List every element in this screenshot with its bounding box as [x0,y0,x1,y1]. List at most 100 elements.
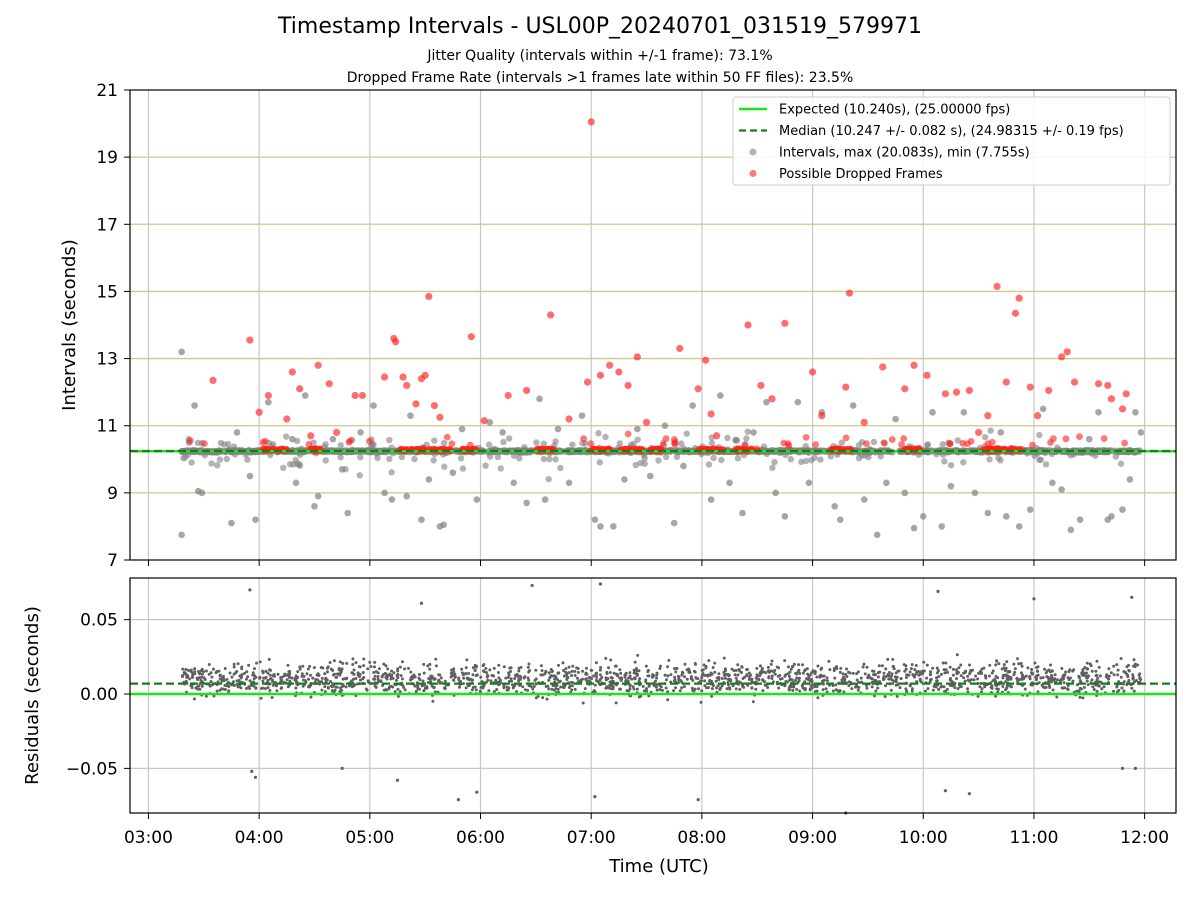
residual-point [549,674,553,678]
residual-point [1030,667,1034,671]
residual-point [567,686,571,690]
interval-point [849,402,857,409]
residual-point [534,677,538,681]
interval-point [194,439,202,447]
residual-point [936,669,940,673]
residual-point [188,677,192,681]
residual-point [428,677,432,681]
residual-point [486,678,490,682]
dropped-frame-point [1104,381,1112,390]
residual-point [394,678,398,682]
residual-point [439,676,443,680]
residual-point [607,686,611,690]
residual-point [1001,684,1005,688]
residual-point [519,675,523,679]
residual-point [769,662,773,666]
dropped-frame-point [246,336,254,344]
interval-point [459,465,467,472]
residual-point [1085,679,1089,683]
residual-point [210,675,214,679]
residual-point [220,687,224,691]
residual-point [672,679,676,683]
residual-point [987,674,991,678]
residual-point [926,687,930,691]
residual-point [1061,686,1065,690]
residual-point [239,676,243,680]
residual-point [821,682,825,686]
interval-point [591,516,599,524]
residual-point [723,676,727,680]
residual-point [966,678,970,682]
residual-point [208,684,212,688]
residual-point [1024,674,1028,678]
residual-point [1133,766,1138,770]
residual-point [861,665,865,669]
residual-point [718,687,722,691]
residual-point [1002,663,1006,667]
residual-point [335,672,339,676]
residual-point [471,673,475,677]
residual-point [904,667,908,671]
residual-point [1139,678,1143,682]
residual-point [1130,595,1134,599]
residual-point [247,685,251,689]
residual-point [877,664,881,668]
interval-point [771,458,778,466]
interval-point [214,462,221,469]
residual-point [816,664,820,668]
dropped-frame-point [660,441,667,449]
residual-point [274,684,278,688]
residual-point [880,664,884,668]
residual-point [218,674,222,678]
residual-point [1112,689,1116,693]
residual-point [994,663,998,667]
residual-point [264,669,268,673]
residual-point [870,680,874,684]
residual-point [471,666,475,670]
dropped-frame-point [392,338,400,346]
interval-point [941,458,948,465]
residual-point [736,663,740,667]
interval-point [630,440,637,448]
dropped-frame-point [1070,378,1079,386]
residual-point [645,689,649,693]
residual-point [396,667,400,671]
dropped-frame-point [351,391,359,400]
residual-point [1033,661,1037,665]
residual-point [655,683,659,687]
residual-point [655,676,659,680]
residual-point [1112,664,1116,668]
residual-point [848,671,852,675]
residual-point [784,679,788,683]
residual-point [300,672,304,676]
residual-point [632,668,636,672]
residual-point [1003,668,1007,672]
dropped-frame-point [701,356,710,364]
residual-point [694,676,698,680]
residual-point [910,663,914,667]
dropped-frame-point [380,373,389,381]
residual-point [761,689,765,693]
dropped-frame-point [346,437,354,445]
residual-point [463,672,467,676]
interval-point [616,440,624,447]
residual-point [1047,684,1051,688]
residual-point [689,675,693,679]
residual-point [218,677,222,681]
residual-point [236,662,240,666]
residual-point [604,686,608,690]
interval-point [877,453,884,460]
dropped-frame-point [1029,441,1036,449]
interval-point [201,451,209,459]
residual-point [280,675,284,679]
dropped-frame-point [504,391,512,400]
residual-point [300,674,304,678]
residual-point [655,688,659,692]
residual-point [914,663,918,667]
residual-point [340,685,344,689]
residual-point [773,672,777,676]
residual-point [1116,673,1120,677]
residual-point [392,671,396,675]
residual-point [354,661,358,665]
residual-point [326,685,330,689]
